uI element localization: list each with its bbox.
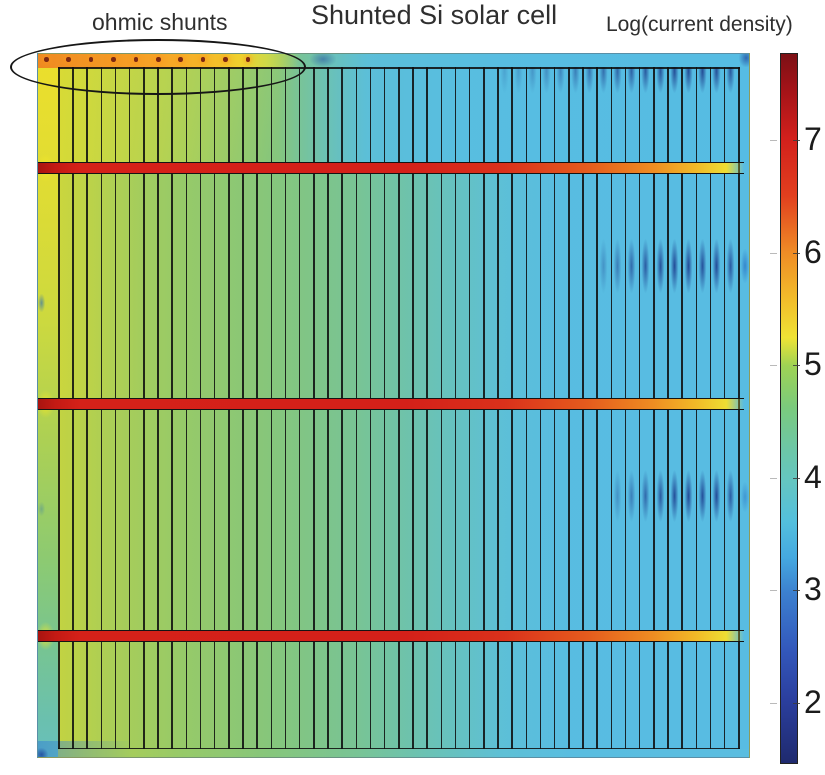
dark-streak	[724, 456, 738, 536]
dark-streak	[540, 67, 554, 119]
dark-streak	[653, 224, 667, 308]
dark-streak	[724, 67, 738, 119]
dark-streak	[511, 67, 525, 119]
dark-streak	[696, 456, 710, 536]
dark-streak	[710, 224, 724, 308]
shunt-ellipse-annotation	[10, 39, 306, 95]
dark-streak	[681, 67, 695, 119]
colorbar-tick-mark	[793, 140, 800, 142]
right-edge-smudge	[741, 249, 749, 283]
colorbar-tick-label: 2	[804, 683, 822, 720]
grid-bottom-line	[58, 747, 740, 749]
solar-cell-heatmap	[37, 53, 750, 758]
right-edge-smudge	[741, 482, 749, 512]
dark-streak	[554, 67, 568, 119]
colorbar-tick-label: 5	[804, 346, 822, 382]
dark-streak	[625, 224, 639, 308]
dark-streak	[724, 224, 738, 308]
dark-streak	[710, 67, 724, 119]
colorbar-tick-mark-left	[770, 477, 777, 479]
dark-streak	[611, 224, 625, 308]
dark-streak	[526, 67, 540, 119]
busbar-2	[38, 398, 744, 410]
dark-streak	[639, 224, 653, 308]
colorbar-tick-label: 4	[804, 458, 822, 495]
colorbar-tick-mark-left	[770, 252, 777, 254]
colorbar-tick-mark-left	[770, 140, 777, 142]
heatmap-bottomleft-dark-spot	[38, 748, 48, 757]
heatmap-topedge-dark-spot	[310, 54, 336, 67]
dark-streak	[582, 67, 596, 119]
colorbar-tick-mark	[793, 365, 800, 367]
busbar-1	[38, 162, 744, 174]
colorbar-tick-mark	[793, 477, 800, 479]
colorbar-tick-label: 6	[804, 233, 822, 270]
dark-streak	[667, 224, 681, 308]
dark-streak	[611, 456, 625, 536]
annotation-ohmic-shunts-label: ohmic shunts	[92, 9, 228, 35]
heatmap-topright-dark-spot	[739, 54, 749, 67]
colorbar-tick-mark	[793, 590, 800, 592]
colorbar-tick-label: 7	[804, 121, 822, 157]
dark-streak	[710, 456, 724, 536]
heatmap-left-yellow-region	[38, 166, 168, 406]
dark-streak	[568, 67, 582, 119]
colorbar-tick-mark-left	[770, 702, 777, 704]
dark-streak	[681, 456, 695, 536]
dark-streak	[696, 67, 710, 119]
grid-top-line	[58, 67, 740, 69]
colorbar-tick-mark-left	[770, 590, 777, 592]
colorbar-tick-mark	[793, 702, 800, 704]
colorbar	[780, 53, 798, 764]
dark-streak	[667, 456, 681, 536]
heatmap-bottomleft-blue-patch	[38, 741, 133, 757]
left-edge-smudge	[38, 294, 45, 312]
dark-streak	[611, 67, 625, 119]
dark-streak	[625, 67, 639, 119]
colorbar-tick-mark-left	[770, 365, 777, 367]
dark-streak	[696, 224, 710, 308]
colorbar-tick-mark	[793, 252, 800, 254]
left-edge-smudge	[38, 502, 45, 516]
dark-streak	[596, 67, 610, 119]
dark-streak	[625, 456, 639, 536]
dark-streak	[596, 224, 610, 308]
dark-streak	[497, 67, 511, 119]
dark-streak	[639, 456, 653, 536]
dark-streak	[667, 67, 681, 119]
dark-streak	[639, 67, 653, 119]
dark-streak	[653, 456, 667, 536]
colorbar-title: Log(current density)	[606, 13, 793, 36]
dark-streak	[681, 224, 695, 308]
colorbar-tick-label: 3	[804, 571, 822, 607]
dark-streak	[653, 67, 667, 119]
figure-title: Shunted Si solar cell	[311, 0, 558, 30]
busbar-3	[38, 630, 744, 642]
